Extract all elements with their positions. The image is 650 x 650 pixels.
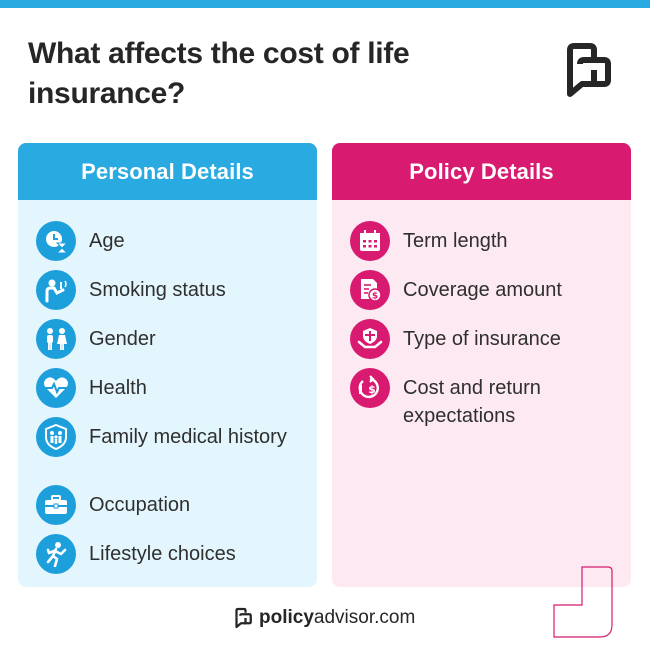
gender-people-icon	[36, 319, 76, 359]
list-item-occupation: Occupation	[36, 485, 309, 525]
policy-details-heading: Policy Details	[332, 143, 631, 200]
list-item-insurance-type: Type of insurance	[350, 319, 623, 359]
list-item-family-history: Family medical history	[36, 417, 309, 457]
item-label: Lifestyle choices	[89, 543, 236, 565]
personal-details-heading: Personal Details	[18, 143, 317, 200]
policyadvisor-logo-icon	[567, 43, 611, 97]
footer-brand: policyadvisor.com	[235, 607, 415, 629]
item-label: Smoking status	[89, 279, 226, 301]
personal-details-card: Personal Details Age Smoking status Gend…	[18, 143, 317, 587]
dollar-cycle-icon: $	[350, 368, 390, 408]
list-item-smoking: Smoking status	[36, 270, 309, 310]
top-accent-bar	[0, 0, 650, 8]
runner-icon	[36, 534, 76, 574]
footer-brand-bold: policy	[259, 607, 314, 628]
family-shield-icon	[36, 417, 76, 457]
item-label: Age	[89, 230, 125, 252]
item-label: Cost and return expectations	[403, 377, 541, 427]
calendar-icon	[350, 221, 390, 261]
list-item-lifestyle: Lifestyle choices	[36, 534, 309, 574]
smoker-icon	[36, 270, 76, 310]
item-label: Term length	[403, 230, 508, 252]
list-item-health: Health	[36, 368, 309, 408]
decorative-corner-shape	[553, 566, 613, 638]
list-item-coverage-amount: $ Coverage amount	[350, 270, 623, 310]
policyadvisor-small-logo-icon	[235, 607, 252, 629]
document-dollar-icon: $	[350, 270, 390, 310]
list-item-cost-return: $ Cost and return expectations	[350, 368, 623, 430]
list-item-gender: Gender	[36, 319, 309, 359]
page-title: What affects the cost of life insurance?	[28, 37, 410, 110]
item-label: Family medical history	[89, 426, 287, 448]
item-label: Coverage amount	[403, 279, 562, 301]
clock-hourglass-icon	[36, 221, 76, 261]
hand-shield-icon	[350, 319, 390, 359]
footer-brand-rest: advisor.com	[313, 607, 416, 628]
item-label: Gender	[89, 328, 156, 350]
heartbeat-icon	[36, 368, 76, 408]
list-item-age: Age	[36, 221, 309, 261]
list-item-term-length: Term length	[350, 221, 623, 261]
briefcase-icon	[36, 485, 76, 525]
svg-text:$: $	[368, 383, 376, 396]
svg-text:$: $	[372, 292, 378, 302]
footer-url: policyadvisor.com	[259, 607, 415, 629]
item-label: Type of insurance	[403, 328, 561, 350]
item-label: Health	[89, 377, 147, 399]
policy-details-card: Policy Details Term length $ Coverage am…	[332, 143, 631, 587]
item-label: Occupation	[89, 494, 191, 516]
